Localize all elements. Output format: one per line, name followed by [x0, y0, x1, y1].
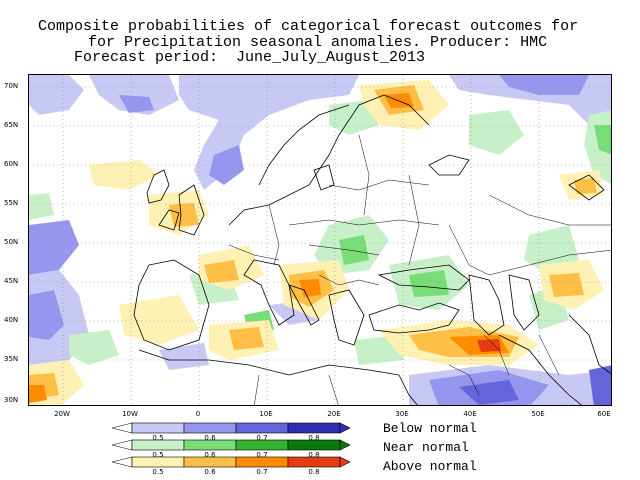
lon-label: 10W	[122, 410, 138, 418]
below-bin-2	[183, 422, 237, 434]
lat-label: 35N	[4, 355, 19, 363]
country-borders	[228, 134, 611, 405]
below-bin-end	[339, 422, 351, 434]
above-tick: 0.8	[308, 468, 320, 476]
above-tick: 0.5	[152, 468, 164, 476]
below-normal-colorbar	[112, 422, 351, 434]
below-tick: 0.5	[152, 434, 164, 442]
map-canvas	[29, 75, 611, 405]
lon-label: 0	[195, 410, 201, 418]
lon-label: 30E	[395, 410, 409, 418]
lat-label: 30N	[4, 396, 19, 404]
near-bin-end	[339, 439, 351, 451]
near-tick: 0.5	[152, 451, 164, 459]
above-normal-colorbar	[112, 456, 351, 468]
below-bin-1	[131, 422, 185, 434]
above-tick: 0.6	[204, 468, 216, 476]
lat-label: 40N	[4, 316, 19, 324]
legend-colorbars	[112, 422, 351, 468]
shading-layer	[29, 75, 611, 405]
near-tick: 0.8	[308, 451, 320, 459]
above-normal-label: Above normal	[383, 459, 477, 474]
near-normal-label: Near normal	[383, 440, 469, 455]
probability-map	[28, 74, 612, 406]
lat-label: 55N	[4, 199, 19, 207]
near-tick: 0.7	[256, 451, 268, 459]
lon-label: 40E	[463, 410, 477, 418]
lat-label: 45N	[4, 277, 19, 285]
below-tick: 0.6	[204, 434, 216, 442]
map-title-line-2: for Precipitation seasonal anomalies. Pr…	[88, 34, 548, 51]
below-tick: 0.8	[308, 434, 320, 442]
lon-label: 10E	[259, 410, 273, 418]
map-title-line-1: Composite probabilities of categorical f…	[38, 18, 579, 35]
below-bin-4	[287, 422, 341, 434]
above-tick: 0.7	[256, 468, 268, 476]
lon-label: 20E	[327, 410, 341, 418]
graticule	[29, 75, 611, 405]
coastlines	[133, 94, 611, 405]
below-bin-3	[235, 422, 289, 434]
lon-label: 50E	[531, 410, 545, 418]
above-bin-end	[339, 456, 351, 468]
near-normal-colorbar	[112, 439, 351, 451]
forecast-period-line: Forecast period: June_July_August_2013	[74, 49, 426, 66]
near-tick: 0.6	[204, 451, 216, 459]
lat-label: 70N	[4, 82, 19, 90]
lat-label: 50N	[4, 238, 19, 246]
lon-label: 20W	[54, 410, 70, 418]
lat-label: 60N	[4, 160, 19, 168]
below-normal-label: Below normal	[383, 421, 477, 436]
lon-label: 60E	[597, 410, 611, 418]
below-tick: 0.7	[256, 434, 268, 442]
lat-label: 65N	[4, 121, 19, 129]
